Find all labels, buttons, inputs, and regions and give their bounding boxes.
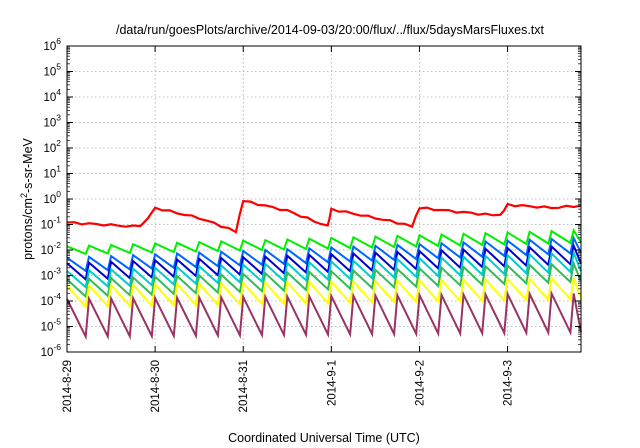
y-tick-label: 100 (43, 189, 61, 206)
gridlines (67, 46, 581, 352)
x-tick-label: 2014-9-1 (326, 360, 338, 406)
series-line-2 (66, 235, 582, 273)
series-line-1 (66, 227, 582, 256)
x-tick-label: 2014-8-30 (150, 360, 162, 412)
y-tick-label: 105 (43, 62, 61, 79)
series-layer (66, 199, 582, 341)
y-tick-label: 106 (43, 36, 61, 53)
y-tick-label: 103 (43, 113, 61, 130)
y-tick-label: 10-4 (41, 291, 62, 308)
y-tick-label: 104 (43, 87, 61, 104)
y-axis-label: protons/cm2-s-sr-MeV (19, 137, 35, 259)
x-tick-label: 2014-9-2 (414, 360, 426, 406)
y-tick-label: 10-3 (41, 266, 62, 283)
y-tick-label: 10-5 (41, 317, 62, 334)
series-line-7 (66, 289, 582, 341)
x-tick-label: 2014-9-3 (503, 360, 515, 406)
y-tick-label: 10-2 (41, 240, 62, 257)
chart-title: /data/run/goesPlots/archive/2014-09-03/2… (116, 23, 545, 37)
series-line-3 (66, 242, 582, 282)
series-line-6 (66, 276, 582, 309)
x-tick-label: 2014-8-29 (62, 360, 74, 412)
x-tick-label: 2014-8-31 (238, 360, 250, 412)
y-tick-label: 101 (43, 164, 61, 181)
y-tick-label: 10-6 (41, 342, 62, 359)
x-axis-label: Coordinated Universal Time (UTC) (228, 431, 420, 445)
y-tick-label: 10-1 (41, 215, 62, 232)
series-line-5 (66, 260, 582, 299)
y-tick-label: 102 (43, 138, 61, 155)
axes: 10-6 10-5 10-4 10-3 10-2 10-1 100 101 102 103 104 1… (41, 36, 581, 412)
series-line-4 (66, 249, 582, 289)
series-line-0 (66, 199, 582, 234)
